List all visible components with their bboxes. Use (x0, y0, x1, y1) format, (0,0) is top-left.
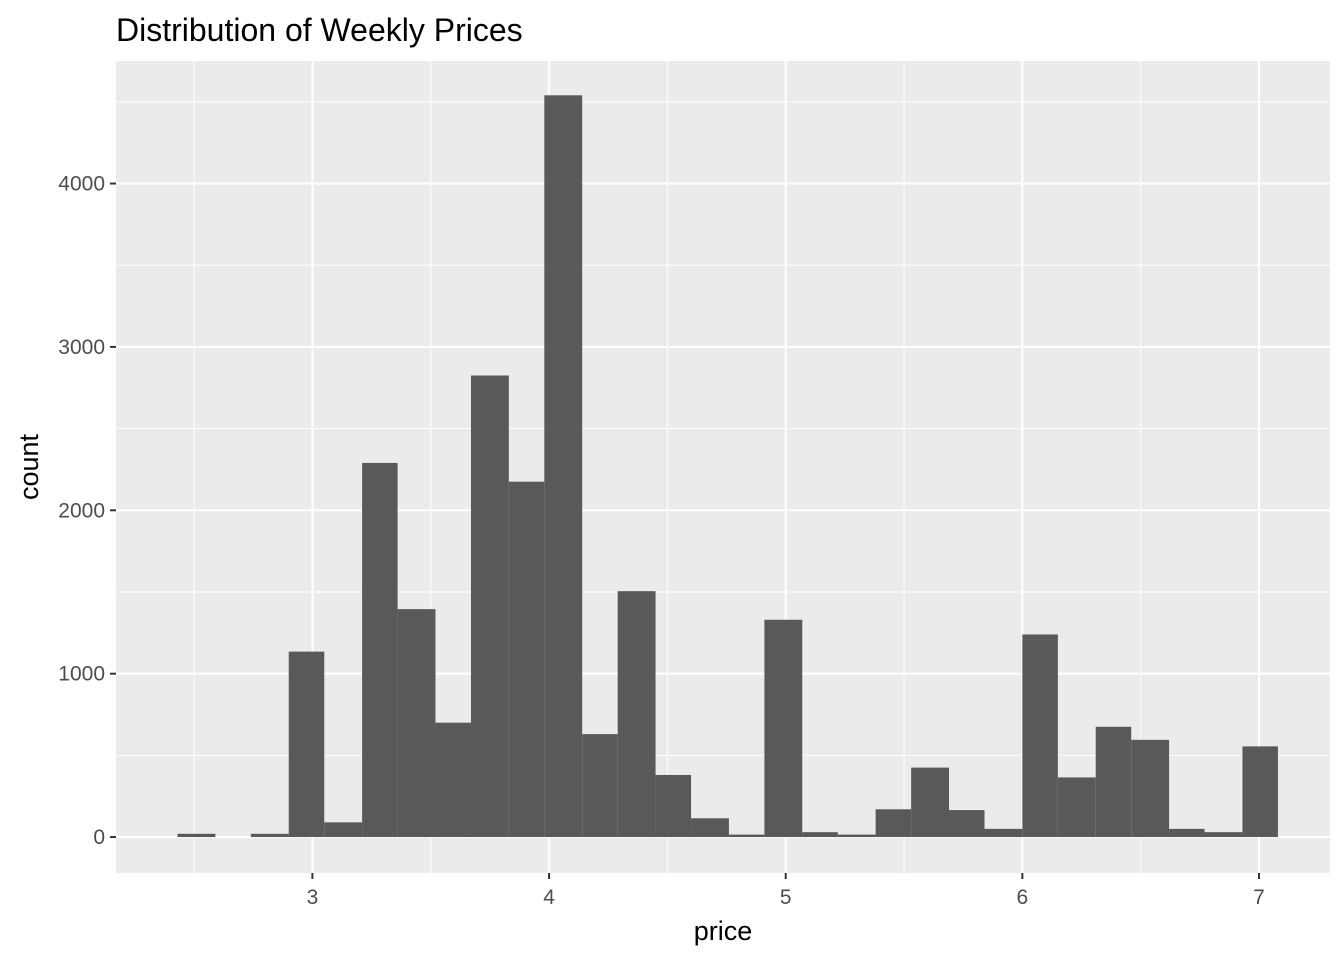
histogram-bar (728, 834, 765, 838)
x-axis-ticks: 3 4 5 6 7 (307, 873, 1265, 909)
y-axis-ticks: 0 1000 2000 3000 4000 (58, 173, 116, 849)
histogram-bar (397, 609, 436, 838)
chart-title: Distribution of Weekly Prices (116, 12, 523, 48)
histogram-bar (655, 774, 692, 838)
histogram-bar (288, 651, 325, 838)
y-tick-label: 4000 (58, 173, 105, 196)
histogram-bar (250, 833, 289, 838)
histogram-bar (875, 809, 912, 838)
x-tick-label: 7 (1253, 886, 1265, 909)
histogram-bar (362, 462, 398, 838)
histogram-bars (177, 95, 1278, 838)
x-tick-label: 3 (307, 886, 319, 909)
histogram-bar (617, 591, 656, 838)
y-tick-label: 1000 (58, 663, 105, 686)
histogram-bar (1204, 832, 1243, 838)
histogram-bar (1022, 634, 1058, 838)
histogram-bar (1057, 777, 1096, 838)
histogram-bar (802, 832, 838, 838)
histogram-bar (984, 828, 1023, 838)
histogram-bar (324, 822, 363, 838)
histogram-bar (764, 619, 803, 838)
histogram-bar (544, 95, 583, 838)
histogram-bar (1169, 828, 1205, 838)
histogram-bar (435, 722, 471, 838)
histogram-bar (470, 375, 509, 838)
x-tick-label: 6 (1017, 886, 1029, 909)
y-tick-label: 2000 (58, 499, 105, 522)
histogram-bar (508, 481, 545, 838)
histogram-bar (1131, 739, 1170, 838)
histogram-bar (1095, 726, 1132, 838)
histogram-bar (177, 833, 216, 838)
histogram-bar (582, 734, 618, 838)
y-tick-label: 0 (93, 826, 105, 849)
histogram-bar (948, 810, 985, 838)
histogram-bar (911, 767, 949, 838)
x-tick-label: 5 (780, 886, 792, 909)
y-axis-title: count (14, 433, 44, 500)
histogram-bar (691, 818, 729, 838)
y-tick-label: 3000 (58, 336, 105, 359)
histogram-bar (1242, 746, 1278, 838)
minor-gridlines (116, 61, 1330, 873)
histogram-bar (837, 834, 876, 838)
x-tick-label: 4 (543, 886, 555, 909)
x-axis-title: price (694, 916, 753, 946)
